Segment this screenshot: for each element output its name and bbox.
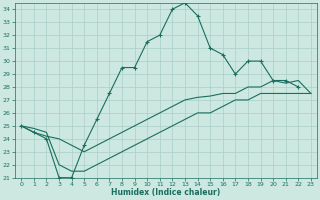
X-axis label: Humidex (Indice chaleur): Humidex (Indice chaleur) (111, 188, 221, 197)
